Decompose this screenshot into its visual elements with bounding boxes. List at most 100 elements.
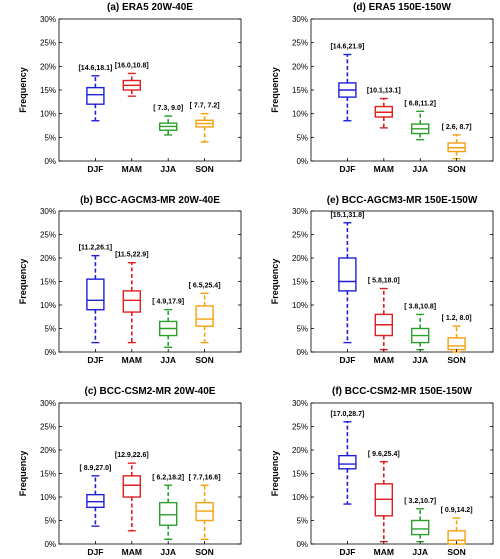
panel-3-ytick-label-4: 20%	[40, 254, 56, 263]
panel-3-title: (b) BCC-AGCM3-MR 20W-40E	[80, 195, 220, 206]
panel-6-djf-category-label: DJF	[339, 547, 355, 557]
panel-6-ytick-label-0: 0%	[296, 540, 308, 549]
panel-6-ytick-label-5: 25%	[292, 423, 308, 432]
panel-5-mam-category-label: MAM	[122, 547, 142, 557]
panel-4-djf-box	[338, 257, 357, 292]
panel-5-title: (c) BCC-CSM2-MR 20W-40E	[85, 386, 216, 397]
panel-2-son-annotation: [ 2.6, 8.7]	[442, 124, 472, 131]
panel-4-ytick-label-6: 30%	[292, 207, 308, 216]
panel-1-jja-annotation: [ 7.3, 9.0]	[153, 105, 183, 112]
panel-3-son-annotation: [ 6.5,25.4]	[189, 282, 221, 289]
panel-5-djf-category-label: DJF	[87, 547, 103, 557]
panel-1-son-annotation: [ 7.7, 7.2]	[190, 103, 220, 110]
panel-3-mam-box	[122, 290, 142, 313]
panel-3-son-box	[195, 305, 214, 327]
panel-2-title: (d) ERA5 150E-150W	[353, 2, 451, 13]
panel-3-ytick-label-2: 10%	[40, 301, 56, 310]
panel-2-mam-annotation: [10.1,13.1]	[367, 88, 401, 95]
panel-3-jja-annotation: [ 4.9,17.9]	[152, 299, 184, 306]
panel-2-jja-category-label: JJA	[412, 164, 428, 174]
panel-5-ytick-label-4: 20%	[40, 446, 56, 455]
panel-6-ylabel: Frequency	[270, 451, 280, 497]
panel-6-djf-box	[338, 454, 357, 470]
panel-3-ytick-label-0: 0%	[44, 348, 56, 357]
panel-3-djf-annotation: [11.2,26.1]	[79, 245, 112, 252]
panel-2-ytick-label-5: 25%	[292, 39, 308, 48]
panel-5-ytick-label-6: 30%	[40, 399, 56, 408]
panel-3-jja-category-label: JJA	[160, 355, 176, 365]
panel-5-ytick-label-5: 25%	[40, 423, 56, 432]
panel-5-djf-box	[86, 493, 105, 509]
panel-6-mam-category-label: MAM	[374, 547, 394, 557]
panel-3-son-category-label: SON	[195, 355, 213, 365]
panel-3-ytick-label-6: 30%	[40, 207, 56, 216]
panel-1-ylabel: Frequency	[18, 67, 28, 113]
panel-4-title: (e) BCC-AGCM3-MR 150E-150W	[327, 195, 478, 206]
panel-6-ytick-label-3: 15%	[292, 470, 308, 479]
panel-1-ytick-label-2: 10%	[40, 110, 56, 119]
panel-1-son-category-label: SON	[195, 164, 213, 174]
panel-3-ytick-label-3: 15%	[40, 278, 56, 287]
panel-5-ytick-label-0: 0%	[44, 540, 56, 549]
panel-5-ylabel: Frequency	[18, 451, 28, 497]
panel-4-ytick-label-1: 5%	[296, 325, 308, 334]
panel-1-title: (a) ERA5 20W-40E	[107, 2, 193, 13]
panel-5-djf-annotation: [ 8.9,27.0]	[79, 465, 111, 472]
panel-6-ytick-label-6: 30%	[292, 399, 308, 408]
panel-4-ytick-label-5: 25%	[292, 231, 308, 240]
panel-1-ytick-label-0: 0%	[44, 157, 56, 166]
panel-6-title: (f) BCC-CSM2-MR 150E-150W	[332, 386, 473, 397]
panel-2-ytick-label-3: 15%	[292, 86, 308, 95]
panel-3-ylabel: Frequency	[18, 259, 28, 305]
panel-2-ytick-label-0: 0%	[296, 157, 308, 166]
panel-1-djf-category-label: DJF	[87, 164, 103, 174]
panel-1-ytick-label-3: 15%	[40, 86, 56, 95]
panel-4-ytick-label-3: 15%	[292, 278, 308, 287]
panel-4-ytick-label-0: 0%	[296, 348, 308, 357]
panel-4-mam-annotation: [ 5.8,18.0]	[368, 278, 400, 285]
panel-6-jja-box	[411, 519, 430, 536]
panel-3-djf-category-label: DJF	[87, 355, 103, 365]
panel-2-ytick-label-1: 5%	[296, 133, 308, 142]
panel-1-ytick-label-1: 5%	[44, 133, 56, 142]
panel-5-jja-box	[158, 501, 178, 526]
panel-4-ytick-label-4: 20%	[292, 254, 308, 263]
panel-4-djf-category-label: DJF	[339, 355, 355, 365]
panel-6-djf-annotation: [17.0,28.7]	[330, 411, 364, 418]
panel-4-ytick-label-2: 10%	[292, 301, 308, 310]
panel-5-son-annotation: [ 7.7,16.6]	[189, 474, 221, 481]
panel-6-son-annotation: [ 0.9,14.2]	[441, 507, 473, 514]
panel-2-ytick-label-4: 20%	[292, 62, 308, 71]
panel-3-ytick-label-1: 5%	[44, 325, 56, 334]
panel-4-jja-category-label: JJA	[412, 355, 428, 365]
panel-2-djf-category-label: DJF	[339, 164, 355, 174]
panel-5-ytick-label-2: 10%	[40, 493, 56, 502]
panel-1-mam-category-label: MAM	[122, 164, 142, 174]
panel-6-jja-annotation: [ 3.2,10.7]	[404, 498, 436, 505]
panel-5-mam-annotation: [12.9,22.6]	[115, 452, 149, 459]
panel-2-djf-annotation: [14.6,21.9]	[330, 44, 364, 51]
panel-1-mam-annotation: [16.0,10.8]	[115, 62, 149, 69]
panel-1-djf-annotation: [14.6,18.1]	[78, 65, 112, 72]
panel-2-ytick-label-2: 10%	[292, 110, 308, 119]
panel-6-jja-category-label: JJA	[412, 547, 428, 557]
panel-6-son-category-label: SON	[447, 547, 465, 557]
panel-1-ytick-label-4: 20%	[40, 62, 56, 71]
panel-4-son-box	[447, 337, 466, 351]
panel-4-mam-category-label: MAM	[374, 355, 394, 365]
panel-6-frame	[310, 402, 494, 545]
panel-2-mam-category-label: MAM	[374, 164, 394, 174]
panel-4-ylabel: Frequency	[270, 259, 280, 305]
panel-1-djf-box	[86, 86, 105, 105]
panel-2-jja-annotation: [ 6.8,11.2]	[404, 100, 436, 107]
panel-2-ytick-label-6: 30%	[292, 15, 308, 24]
panel-3-djf-box	[86, 278, 105, 311]
panel-3-mam-annotation: [11.5,22.9]	[115, 252, 148, 259]
panel-5-jja-category-label: JJA	[160, 547, 176, 557]
panel-6-ytick-label-2: 10%	[292, 493, 308, 502]
panel-5-ytick-label-3: 15%	[40, 470, 56, 479]
panel-1-jja-category-label: JJA	[160, 164, 176, 174]
panel-4-jja-annotation: [ 3.8,10.8]	[404, 303, 436, 310]
panel-1-ytick-label-6: 30%	[40, 15, 56, 24]
